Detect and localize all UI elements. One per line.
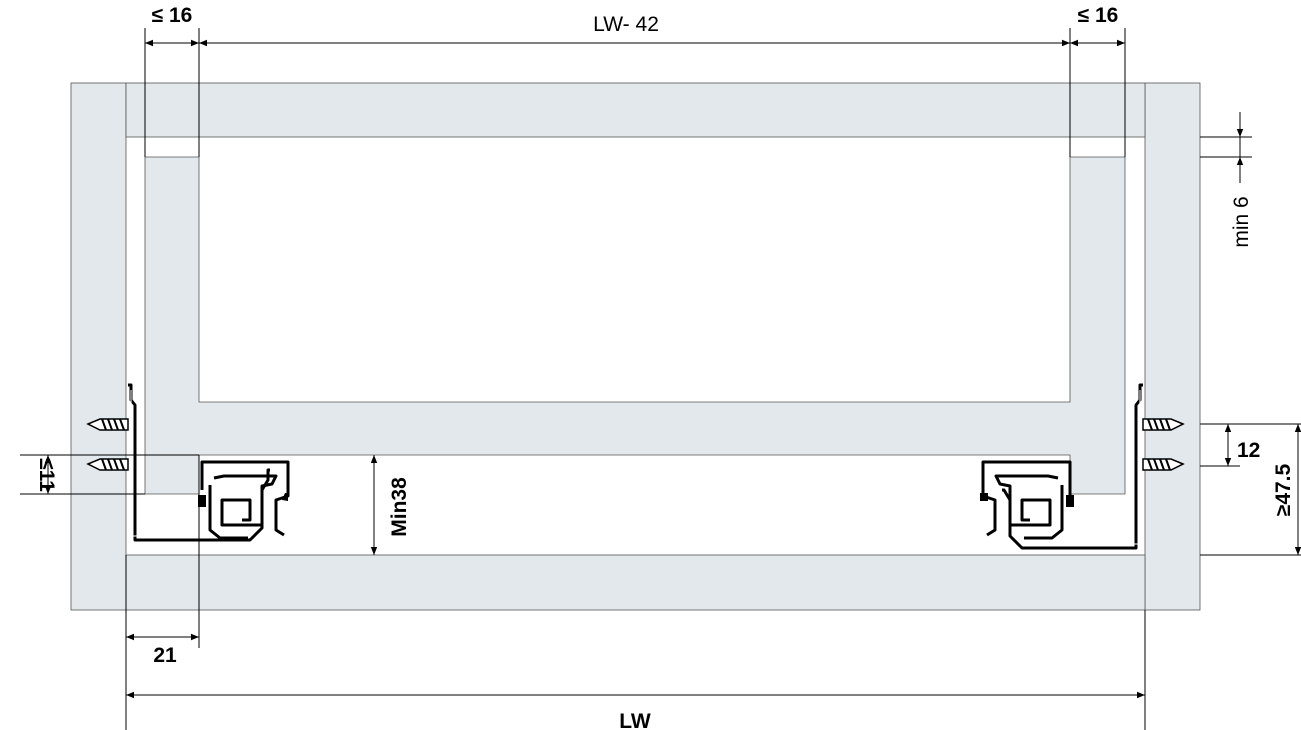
cabinet-right-side: [1144, 82, 1201, 611]
dim-rail-offset: 21: [153, 644, 177, 667]
left-screws: [86, 418, 129, 471]
cabinet-left-side: [70, 82, 127, 611]
bottom-clearance-dimension: Min38: [370, 455, 411, 555]
top-dimensions: ≤ 16 LW- 42 ≤ 16: [144, 4, 1126, 157]
cabinet: [70, 82, 1201, 611]
dim-mount-height: ≥47.5: [1272, 463, 1295, 516]
screw-icon: [86, 458, 129, 471]
dim-top-left-side: ≤ 16: [152, 4, 193, 27]
dim-top-inner-width: LW- 42: [593, 13, 659, 36]
dim-side-offset: ≤11: [35, 458, 58, 492]
right-height-dimensions: 12 ≥47.5: [1200, 423, 1301, 556]
dim-bottom-clearance: Min38: [388, 477, 411, 537]
dim-top-right-side: ≤ 16: [1078, 4, 1119, 27]
screw-icon: [86, 418, 129, 431]
dim-top-gap: min 6: [1230, 196, 1253, 247]
cabinet-top: [125, 82, 1146, 138]
inner-width-dimension: LW: [125, 610, 1146, 730]
cabinet-bottom: [125, 554, 1146, 611]
drawer-body: [144, 156, 1126, 495]
right-slide-rail: [980, 383, 1143, 550]
dim-screw-spacing: 12: [1237, 439, 1260, 462]
top-gap-dimension: min 6: [1200, 112, 1253, 248]
left-slide-rail: [128, 383, 290, 542]
screw-icon: [1142, 458, 1185, 471]
drawer-box: [144, 156, 1126, 495]
right-screws: [1142, 418, 1185, 471]
screw-icon: [1142, 418, 1185, 431]
dim-inner-width: LW: [619, 710, 651, 730]
side-offset-dimension: ≤11: [20, 454, 199, 495]
